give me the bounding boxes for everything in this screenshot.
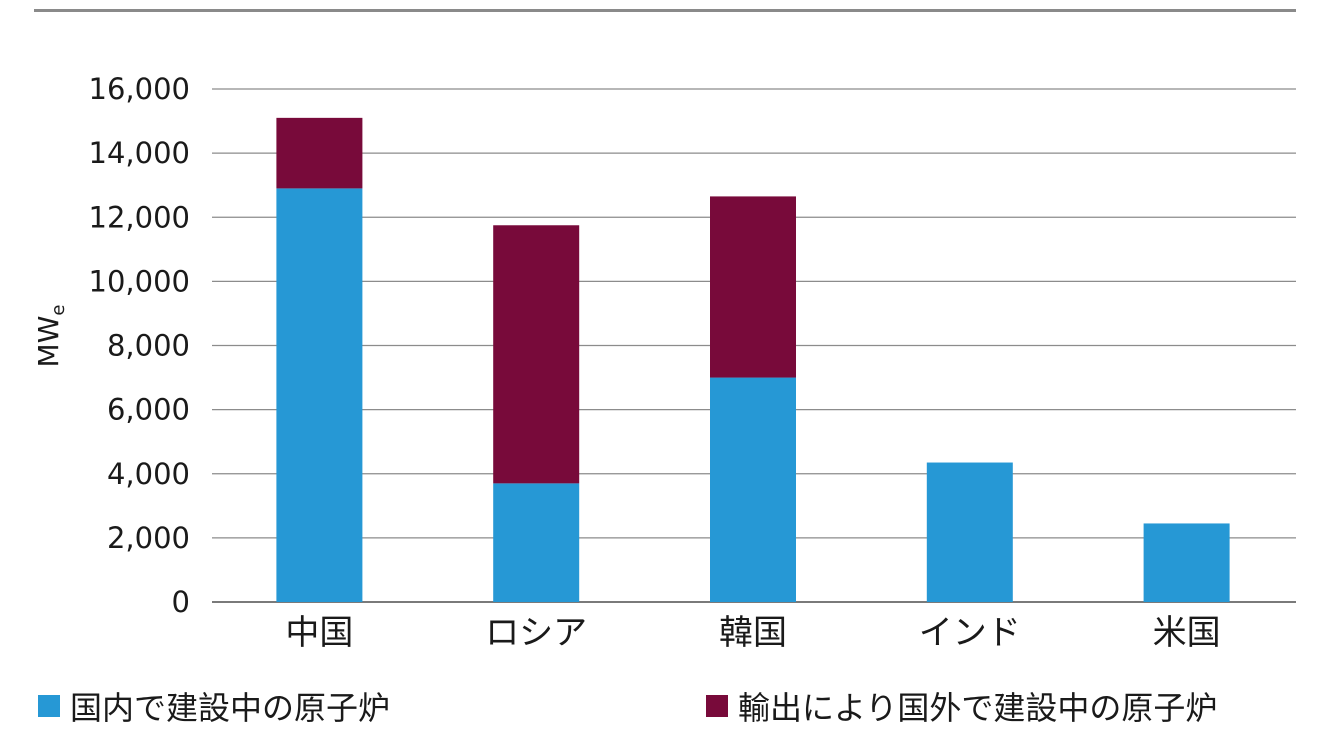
legend-domestic: 国内で建設中の原子炉: [38, 683, 390, 729]
y-tick-label: 4,000: [107, 457, 190, 491]
x-category-label: 中国: [285, 613, 353, 653]
bar-domestic: [493, 483, 580, 602]
bar-domestic: [1143, 523, 1230, 602]
y-tick-label: 2,000: [107, 521, 190, 555]
y-tick-label: 12,000: [89, 200, 190, 234]
x-category-label: 韓国: [719, 613, 787, 653]
y-tick-label: 14,000: [89, 136, 190, 170]
y-tick-label: 8,000: [107, 329, 190, 363]
bar-export: [493, 225, 580, 484]
legend-label-export: 輸出により国外で建設中の原子炉: [738, 689, 1218, 727]
legend-swatch-export: [706, 695, 728, 717]
y-tick-label: 0: [172, 585, 190, 619]
stacked-bar-chart: 0 2,000 4,000 6,000 8,000 10,000 12,000 14,000 1…: [32, 72, 1296, 653]
y-tick-label: 6,000: [107, 393, 190, 427]
top-rule: [34, 9, 1296, 12]
y-axis-label-main: MW: [32, 316, 65, 368]
bar-domestic: [710, 377, 796, 602]
y-tick-label: 10,000: [89, 264, 190, 298]
x-category-label: 米国: [1153, 613, 1221, 653]
bar-export: [710, 196, 796, 378]
y-tick-label: 16,000: [89, 72, 190, 106]
bar-domestic: [276, 188, 363, 603]
y-axis-label: MWe: [32, 305, 69, 368]
x-category-label: ロシア: [485, 613, 587, 653]
legend-label-domestic: 国内で建設中の原子炉: [70, 689, 391, 727]
bar-export: [276, 117, 363, 189]
bars: [276, 117, 1230, 603]
x-category-label: インド: [919, 613, 1021, 653]
y-axis-ticks: 0 2,000 4,000 6,000 8,000 10,000 12,000 14,000 1…: [89, 72, 190, 619]
y-axis-label-subscript: e: [48, 305, 69, 316]
x-axis-labels: 中国 ロシア 韓国 インド 米国: [285, 613, 1220, 653]
legend-export: 輸出により国外で建設中の原子炉: [706, 683, 1217, 729]
legend-swatch-domestic: [38, 695, 60, 717]
bar-domestic: [926, 462, 1013, 602]
